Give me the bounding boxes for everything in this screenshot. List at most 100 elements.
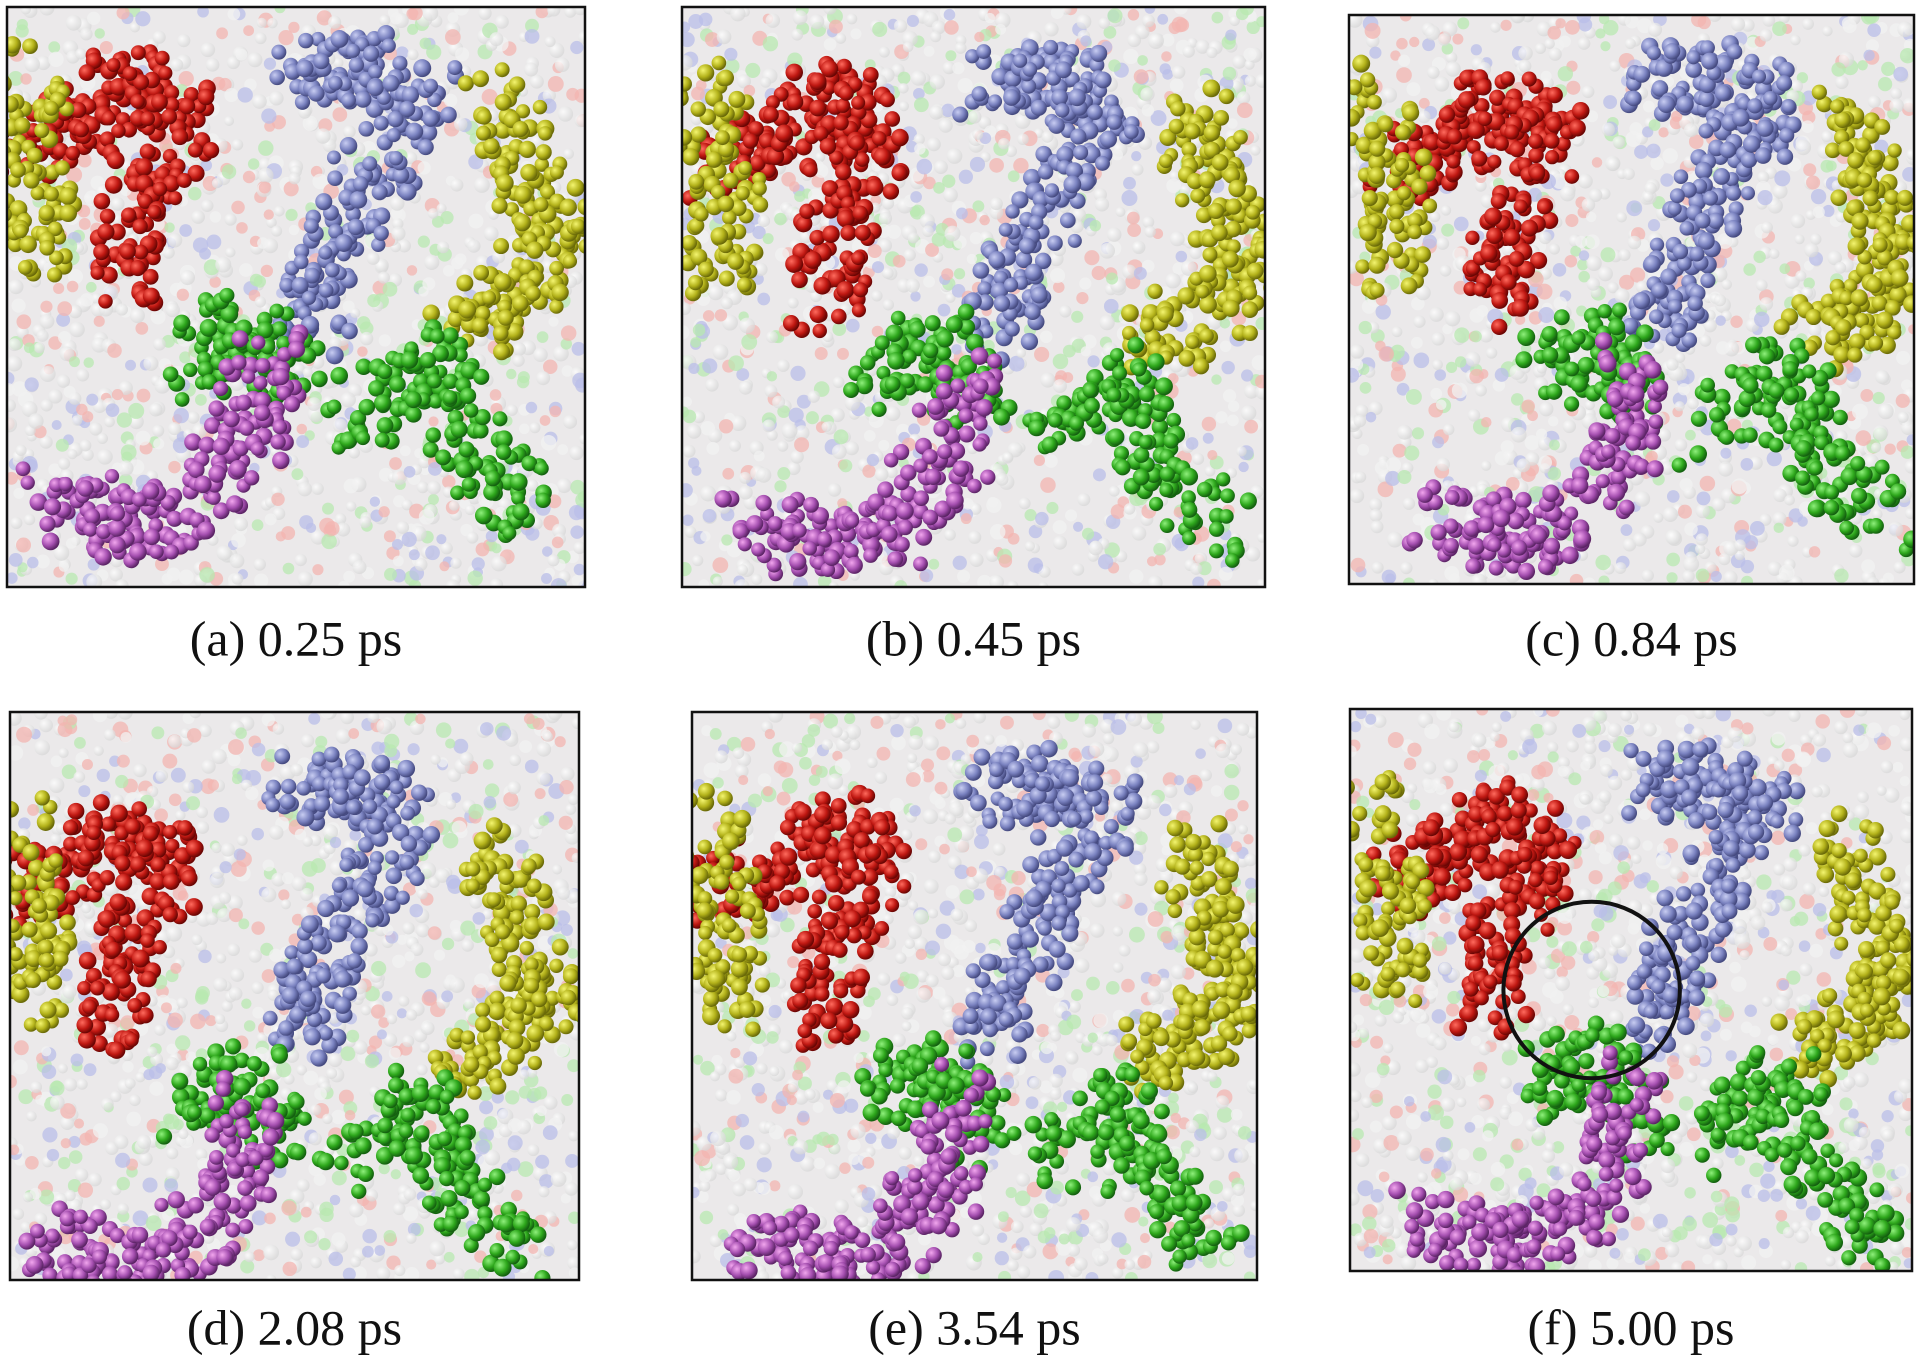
- solvent-atom: [367, 294, 380, 307]
- solvent-atom: [27, 557, 39, 569]
- solvent-atom: [232, 139, 244, 151]
- solvent-atom: [832, 322, 846, 336]
- solvent-atom: [512, 354, 524, 366]
- molecule-atom: [325, 263, 340, 278]
- solvent-atom: [199, 248, 211, 260]
- molecule-atom: [255, 358, 270, 373]
- molecule-atom: [923, 343, 938, 358]
- solvent-atom: [506, 404, 517, 415]
- solvent-atom: [383, 282, 398, 297]
- solvent-atom: [222, 164, 237, 179]
- molecule-atom: [97, 223, 114, 240]
- molecule-atom: [327, 170, 343, 186]
- molecule-atom: [44, 498, 61, 515]
- molecule-atom: [718, 196, 735, 213]
- solvent-atom: [1079, 277, 1091, 289]
- solvent-atom: [177, 289, 189, 301]
- solvent-atom: [291, 468, 303, 480]
- solvent-atom: [424, 255, 439, 270]
- solvent-atom: [1108, 59, 1120, 71]
- solvent-atom: [436, 534, 446, 544]
- solvent-atom: [506, 369, 516, 379]
- solvent-atom: [252, 94, 267, 109]
- molecule-atom: [987, 353, 1002, 368]
- solvent-atom: [1016, 348, 1026, 358]
- molecule-atom: [993, 409, 1010, 426]
- molecule-atom: [549, 261, 564, 276]
- molecule-atom: [23, 172, 39, 188]
- solvent-atom: [1053, 281, 1065, 293]
- molecule-atom: [83, 523, 97, 537]
- solvent-atom: [1189, 246, 1202, 259]
- molecule-atom: [1159, 154, 1173, 168]
- solvent-atom: [1142, 104, 1154, 116]
- molecule-atom: [1166, 413, 1181, 428]
- molecule-atom: [374, 394, 392, 412]
- molecule-atom: [425, 427, 441, 443]
- solvent-atom: [264, 58, 276, 70]
- molecule-atom: [1031, 100, 1047, 116]
- molecule-atom: [502, 526, 516, 540]
- molecule-atom: [1169, 119, 1184, 134]
- molecule-atom: [887, 352, 905, 370]
- molecule-atom: [327, 400, 342, 415]
- solvent-atom: [378, 271, 390, 283]
- molecule-atom: [536, 144, 552, 160]
- molecule-atom: [1155, 377, 1173, 395]
- molecule-atom: [855, 225, 871, 241]
- solvent-atom: [333, 418, 347, 432]
- solvent-atom: [700, 486, 716, 502]
- molecule-atom: [946, 492, 964, 510]
- molecule-atom: [835, 164, 851, 180]
- solvent-atom: [922, 225, 934, 237]
- molecule-atom: [179, 98, 195, 114]
- molecule-atom: [485, 470, 501, 486]
- solvent-atom: [8, 338, 21, 351]
- solvent-atom: [683, 445, 696, 458]
- solvent-atom: [59, 562, 69, 572]
- solvent-atom: [751, 574, 762, 585]
- solvent-atom: [1053, 520, 1067, 534]
- molecule-atom: [213, 438, 230, 455]
- solvent-atom: [1024, 509, 1036, 521]
- solvent-atom: [299, 515, 313, 529]
- solvent-atom: [236, 49, 248, 61]
- solvent-atom: [472, 557, 485, 570]
- molecule-atom: [831, 309, 847, 325]
- solvent-atom: [1140, 87, 1154, 101]
- solvent-atom: [569, 446, 583, 460]
- molecule-atom: [451, 421, 468, 438]
- solvent-atom: [766, 13, 781, 28]
- solvent-atom: [63, 386, 75, 398]
- molecule-atom: [852, 303, 866, 317]
- solvent-atom: [815, 347, 828, 360]
- solvent-atom: [1203, 433, 1214, 444]
- solvent-atom: [168, 233, 183, 248]
- solvent-atom: [57, 375, 70, 388]
- solvent-atom: [66, 538, 77, 549]
- molecule-atom: [1082, 382, 1097, 397]
- solvent-atom: [69, 356, 80, 367]
- molecule-atom: [110, 506, 125, 521]
- molecule-atom: [0, 267, 4, 281]
- solvent-atom: [52, 420, 62, 430]
- solvent-atom: [705, 378, 718, 391]
- solvent-atom: [790, 366, 805, 381]
- molecule-atom: [330, 367, 348, 385]
- solvent-atom: [898, 72, 911, 85]
- molecule-atom: [846, 557, 863, 574]
- molecule-atom: [473, 369, 489, 385]
- molecule-atom: [318, 246, 332, 260]
- molecule-atom: [1216, 472, 1230, 486]
- solvent-atom: [1245, 75, 1256, 86]
- solvent-atom: [322, 503, 334, 515]
- molecule-atom: [975, 399, 992, 416]
- solvent-atom: [489, 32, 503, 46]
- solvent-atom: [917, 159, 933, 175]
- molecule-atom: [232, 330, 249, 347]
- solvent-atom: [1129, 569, 1143, 583]
- solvent-atom: [418, 161, 431, 174]
- molecule-atom: [880, 92, 895, 107]
- molecule-atom: [722, 210, 737, 225]
